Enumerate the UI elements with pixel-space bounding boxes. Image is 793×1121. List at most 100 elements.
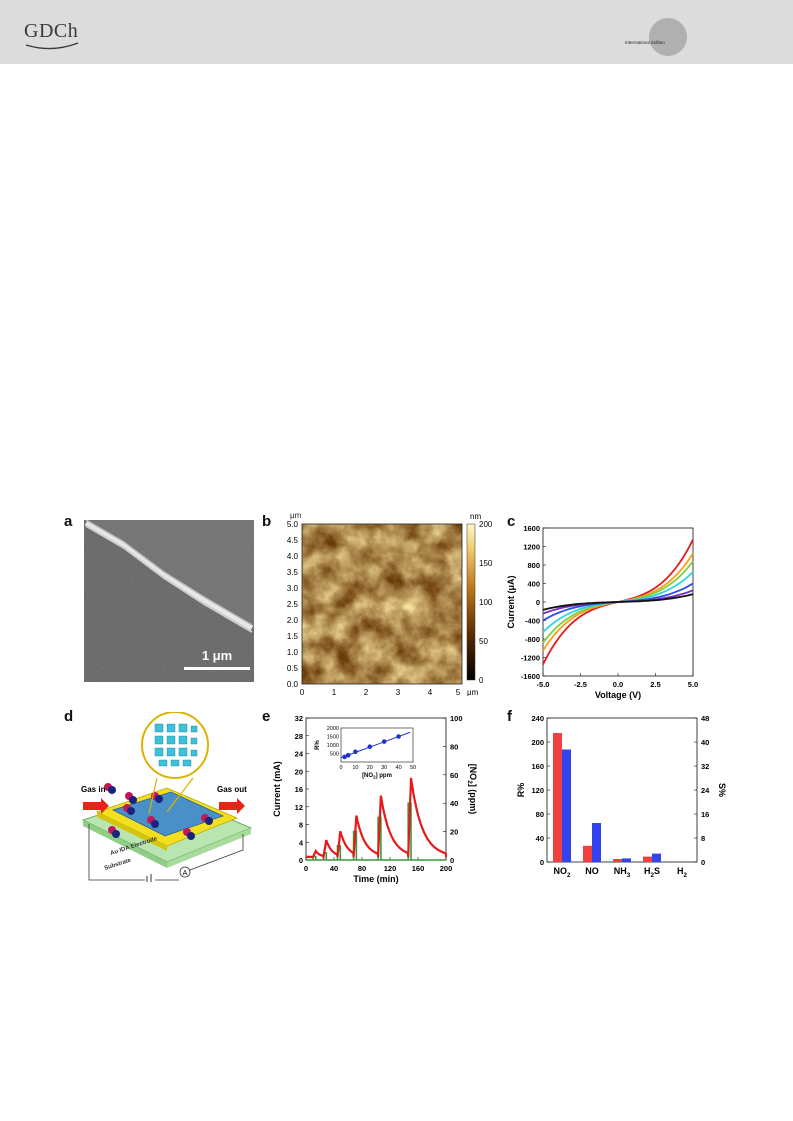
electrode-side (97, 812, 167, 851)
afm-y-unit: μm (290, 511, 302, 520)
inset-y-tick: 500 (330, 752, 339, 758)
selectivity-y-tick: 80 (536, 810, 544, 819)
afm-x-ticks: 0 1 2 3 4 5 (300, 688, 461, 696)
afm-cbar-tick: 100 (479, 598, 493, 607)
afm-y-tick: 5.0 (287, 520, 299, 529)
panel-label-b: b (262, 513, 272, 530)
afm-x-tick: 1 (332, 688, 337, 696)
selectivity-y2-tick: 40 (701, 738, 709, 747)
bar-s-percent (562, 749, 571, 862)
selectivity-y-tick: 200 (531, 738, 544, 747)
gas-in-label: Gas in (81, 785, 106, 794)
selectivity-y2-tick: 32 (701, 762, 709, 771)
bar-r-percent (553, 733, 562, 862)
panel-label-d: d (64, 708, 74, 725)
iv-x-tick: 2.5 (650, 680, 660, 689)
response-x-tick: 200 (440, 864, 453, 873)
response-y-tick: 20 (295, 767, 303, 776)
device-schematic: Gas in Gas out Au IDA Electrode Substrat… (81, 712, 253, 882)
iv-y-tick: -1200 (521, 654, 540, 663)
selectivity-y-tick: 120 (531, 786, 544, 795)
selectivity-y-label: R% (516, 783, 526, 798)
response-x-tick: 80 (358, 864, 366, 873)
afm-y-tick: 1.0 (287, 648, 299, 657)
scale-bar (184, 667, 250, 670)
response-x-label: Time (min) (353, 874, 398, 884)
afm-y-tick: 0.5 (287, 664, 299, 673)
inset-x-tick: 50 (410, 765, 416, 771)
afm-cbar-tick: 50 (479, 637, 488, 646)
substrate-front (167, 828, 251, 868)
afm-y-tick: 4.0 (287, 552, 299, 561)
afm-x-tick: 5 (456, 688, 461, 696)
afm-colorbar (466, 523, 476, 681)
afm-cbar-ticks: 200 150 100 50 0 (479, 520, 493, 685)
afm-x-unit: μm (467, 688, 479, 696)
iv-y-tick: -800 (525, 635, 540, 644)
selectivity-category-label: H2 (677, 866, 688, 879)
selectivity-y2-tick: 16 (701, 810, 709, 819)
ammeter-label: A (183, 870, 188, 877)
response-y2-tick: 80 (450, 742, 458, 751)
gdch-swoosh (25, 42, 79, 50)
iv-y-tick: 1200 (523, 543, 540, 552)
panel-label-c: c (507, 513, 516, 530)
panel-label-a: a (64, 513, 73, 530)
afm-image: μm 5.0 4.5 4.0 3.5 3.0 2.5 2.0 1.5 1.0 0… (287, 511, 493, 696)
selectivity-y2-tick: 8 (701, 834, 705, 843)
bar-r-percent (613, 859, 622, 862)
gas-molecules (104, 783, 213, 840)
response-y2-label: [NO2] (ppm) (466, 764, 478, 815)
response-y-tick: 16 (295, 785, 303, 794)
selectivity-y-tick: 160 (531, 762, 544, 771)
response-y-tick: 4 (299, 838, 304, 847)
gas-in-arrow (83, 798, 109, 814)
afm-y-tick: 0.0 (287, 680, 299, 689)
afm-y-tick: 2.5 (287, 600, 299, 609)
inset-data-point (396, 734, 401, 739)
inset-x-tick: 0 (339, 765, 342, 771)
selectivity-y-tick: 240 (531, 714, 544, 723)
inset-y-label: R% (315, 740, 321, 750)
selectivity-y-tick: 40 (536, 834, 544, 843)
gdch-logo-text: GDCh (24, 20, 79, 42)
response-x-tick: 40 (330, 864, 338, 873)
response-y-tick: 0 (299, 856, 303, 865)
circuit-wire (189, 834, 244, 871)
response-y2-tick: 100 (450, 714, 463, 723)
afm-y-tick: 1.5 (287, 632, 299, 641)
afm-y-ticks: 5.0 4.5 4.0 3.5 3.0 2.5 2.0 1.5 1.0 0.5 … (287, 520, 299, 689)
sem-image: 1 μm (84, 520, 254, 682)
inset-x-tick: 20 (367, 765, 373, 771)
scale-bar-label: 1 μm (202, 648, 232, 663)
panel-label-e: e (262, 708, 271, 725)
iv-series-line (542, 593, 694, 611)
afm-cbar-tick: 150 (479, 559, 493, 568)
afm-cbar-tick: 0 (479, 676, 484, 685)
afm-x-tick: 2 (364, 688, 369, 696)
inset-y-tick: 1000 (327, 743, 339, 749)
inset-data-point (353, 749, 358, 755)
iv-y-tick: -400 (525, 617, 540, 626)
iv-chart: 1600 1200 800 400 0 -400 -800 -1200 -1600-5.0 -2.… (506, 524, 698, 700)
iv-y-tick: 0 (536, 598, 540, 607)
iv-y-tick: 1600 (523, 524, 540, 533)
response-y-tick: 32 (295, 714, 303, 723)
zoom-line (148, 777, 158, 815)
current-response-line (306, 777, 448, 861)
mof-structure (154, 723, 198, 767)
response-y2-tick: 60 (450, 771, 458, 780)
response-y-tick: 12 (295, 803, 303, 812)
bar-s-percent (652, 853, 661, 862)
selectivity-category-label: NO2 (553, 866, 571, 879)
iv-x-tick: 0.0 (613, 680, 623, 689)
inset-x-tick: 30 (381, 765, 387, 771)
afm-y-tick: 2.0 (287, 616, 299, 625)
selectivity-category-label: NH3 (614, 866, 631, 879)
selectivity-y-tick: 0 (540, 858, 544, 867)
concentration-pulse-line (306, 802, 446, 861)
inset-x-tick: 40 (396, 765, 402, 771)
iv-y-tick: 400 (527, 580, 540, 589)
